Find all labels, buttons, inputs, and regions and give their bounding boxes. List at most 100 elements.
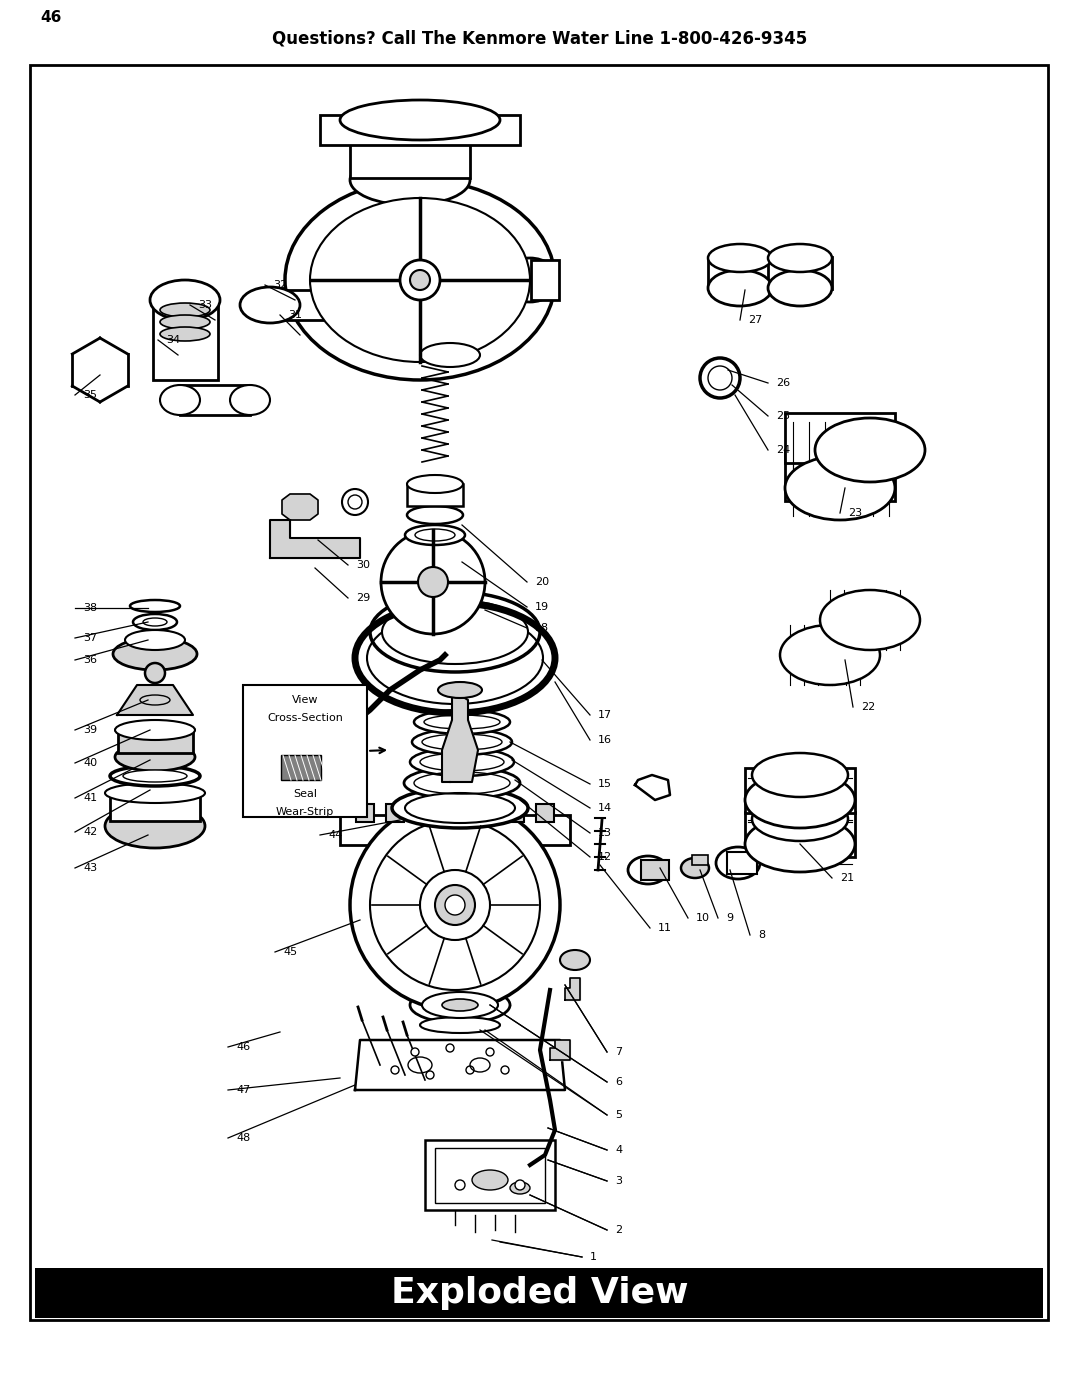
Text: 31: 31 <box>288 310 302 320</box>
Ellipse shape <box>627 856 669 884</box>
Bar <box>386 805 404 821</box>
Ellipse shape <box>716 847 760 879</box>
Text: 32: 32 <box>273 279 287 291</box>
Text: 25: 25 <box>777 411 791 420</box>
Bar <box>785 414 895 462</box>
Polygon shape <box>550 1039 570 1060</box>
Text: Wear-Strip: Wear-Strip <box>276 807 334 817</box>
Bar <box>285 733 305 746</box>
Ellipse shape <box>340 101 500 140</box>
Polygon shape <box>117 685 193 715</box>
Ellipse shape <box>438 682 482 698</box>
Text: 47: 47 <box>237 1085 251 1095</box>
Ellipse shape <box>68 338 132 402</box>
Ellipse shape <box>160 327 210 341</box>
Text: 36: 36 <box>83 655 97 665</box>
Text: 6: 6 <box>615 1077 622 1087</box>
Ellipse shape <box>815 418 924 482</box>
Ellipse shape <box>420 1017 500 1032</box>
Ellipse shape <box>240 286 300 323</box>
Circle shape <box>445 895 465 915</box>
Polygon shape <box>270 520 360 557</box>
Ellipse shape <box>414 710 510 733</box>
Text: 20: 20 <box>535 577 549 587</box>
Text: 35: 35 <box>83 390 97 400</box>
Circle shape <box>342 489 368 515</box>
Circle shape <box>435 886 475 925</box>
Ellipse shape <box>820 590 920 650</box>
Circle shape <box>515 1180 525 1190</box>
Polygon shape <box>565 978 580 1000</box>
Ellipse shape <box>420 344 480 367</box>
Ellipse shape <box>150 279 220 320</box>
Text: 19: 19 <box>535 602 549 612</box>
Bar <box>745 767 855 813</box>
Ellipse shape <box>110 766 200 787</box>
Ellipse shape <box>752 753 848 798</box>
Bar <box>745 812 855 856</box>
Circle shape <box>391 1066 399 1074</box>
Ellipse shape <box>785 455 895 520</box>
Ellipse shape <box>410 988 510 1023</box>
Bar <box>507 805 524 821</box>
Bar <box>243 685 367 817</box>
Circle shape <box>426 1071 434 1078</box>
Bar <box>727 852 757 875</box>
Circle shape <box>501 1066 509 1074</box>
Text: 3: 3 <box>615 1176 622 1186</box>
Bar <box>285 747 305 757</box>
Text: 24: 24 <box>777 446 791 455</box>
Ellipse shape <box>708 270 772 306</box>
Ellipse shape <box>422 992 498 1018</box>
Circle shape <box>145 664 165 683</box>
Ellipse shape <box>285 180 555 380</box>
Text: 30: 30 <box>356 560 370 570</box>
Bar <box>35 1268 1043 1317</box>
Bar <box>180 386 249 415</box>
Ellipse shape <box>350 155 470 205</box>
Polygon shape <box>355 1039 565 1090</box>
Text: 40: 40 <box>83 759 97 768</box>
Text: 13: 13 <box>598 828 612 838</box>
Text: 4: 4 <box>615 1146 622 1155</box>
Ellipse shape <box>160 314 210 330</box>
Ellipse shape <box>411 729 512 754</box>
Ellipse shape <box>745 773 855 828</box>
Ellipse shape <box>510 1182 530 1194</box>
Ellipse shape <box>407 475 463 493</box>
Text: Exploded View: Exploded View <box>391 1275 689 1310</box>
Ellipse shape <box>114 719 195 740</box>
Text: 34: 34 <box>166 335 180 345</box>
Ellipse shape <box>105 805 205 848</box>
Circle shape <box>446 1044 454 1052</box>
Text: 33: 33 <box>198 300 212 310</box>
Ellipse shape <box>160 386 200 415</box>
Circle shape <box>411 1048 419 1056</box>
Text: 23: 23 <box>848 509 862 518</box>
Circle shape <box>400 260 440 300</box>
Text: View: View <box>292 694 319 704</box>
Circle shape <box>700 358 740 398</box>
Text: 8: 8 <box>758 930 765 940</box>
Text: 11: 11 <box>658 923 672 933</box>
Ellipse shape <box>708 244 772 272</box>
Circle shape <box>455 1180 465 1190</box>
Bar <box>642 861 669 880</box>
Ellipse shape <box>442 999 478 1011</box>
Bar <box>340 814 570 845</box>
Ellipse shape <box>113 638 197 671</box>
Text: 9: 9 <box>726 914 733 923</box>
Text: 15: 15 <box>598 780 612 789</box>
Ellipse shape <box>123 770 187 782</box>
Polygon shape <box>442 690 478 782</box>
Bar <box>435 1147 545 1203</box>
Bar <box>708 257 772 289</box>
Ellipse shape <box>310 198 530 362</box>
Bar <box>785 451 895 502</box>
Bar <box>152 300 217 380</box>
Text: 42: 42 <box>83 827 97 837</box>
Text: 45: 45 <box>283 947 297 957</box>
Ellipse shape <box>392 788 528 828</box>
Text: 21: 21 <box>840 873 854 883</box>
Text: 37: 37 <box>83 633 97 643</box>
